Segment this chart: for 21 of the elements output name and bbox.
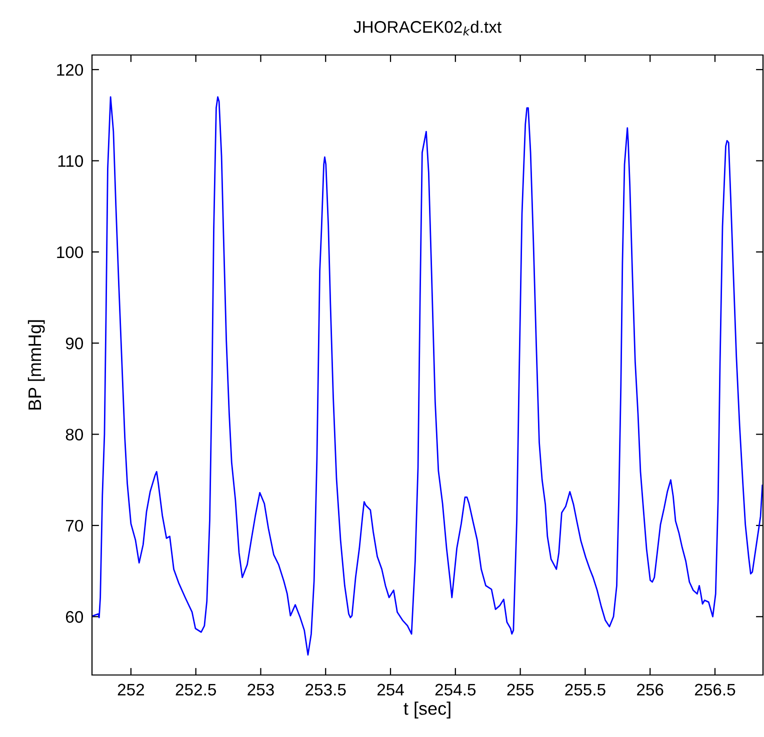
x-tick-label: 255 — [507, 684, 534, 696]
chart-title: JHORACEK02$_{k}$d.txt — [354, 20, 502, 36]
y-tick-label: 60 — [66, 611, 84, 623]
x-axis-title: t [sec] — [404, 702, 450, 718]
y-tick-label: 70 — [66, 520, 84, 532]
y-tick-label: 100 — [57, 246, 84, 258]
x-tick-label: 254 — [377, 684, 404, 696]
x-tick-label: 255.5 — [565, 684, 606, 696]
line-series — [92, 96, 763, 656]
x-tick-label: 256.5 — [694, 684, 736, 696]
x-tick-label: 252 — [118, 684, 144, 696]
x-tick-label: 256 — [637, 684, 664, 696]
x-tick-label: 252.5 — [176, 684, 216, 696]
y-axis-title: BP [mmHg] — [28, 320, 45, 410]
x-tick-label: 253 — [248, 684, 274, 696]
x-tick-label: 254.5 — [435, 684, 476, 696]
y-tick-label: 80 — [66, 428, 84, 440]
y-tick-label: 120 — [57, 64, 84, 76]
y-tick-label: 90 — [66, 338, 84, 350]
y-tick-label: 110 — [58, 155, 84, 167]
x-tick-label: 253.5 — [306, 684, 346, 696]
